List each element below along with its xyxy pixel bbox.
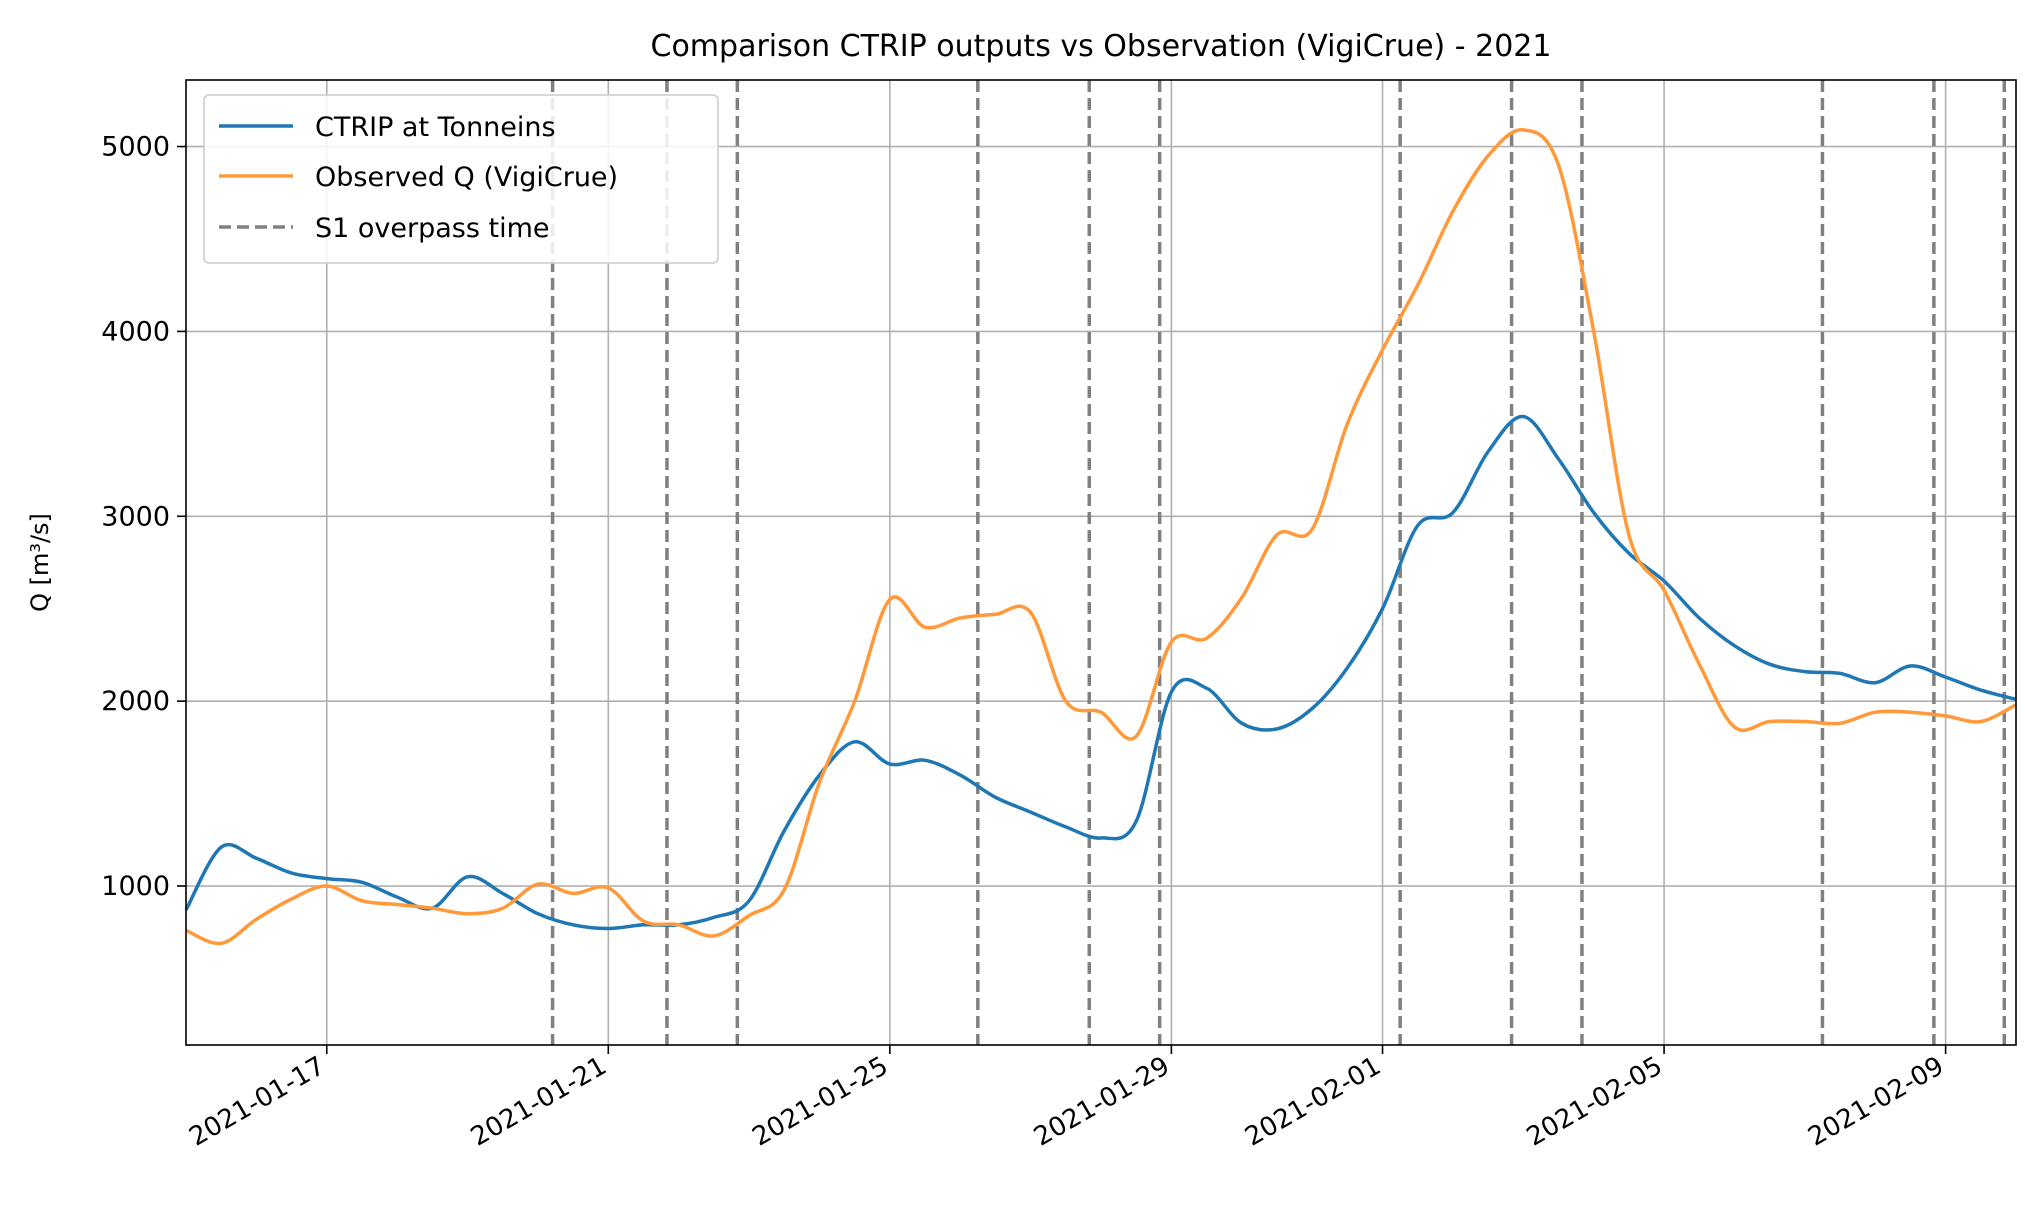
x-tick-label: 2021-02-01 — [1240, 1051, 1386, 1153]
x-tick-label: 2021-02-09 — [1803, 1051, 1949, 1153]
series-line-observed — [185, 128, 2017, 946]
chart-title: Comparison CTRIP outputs vs Observation … — [651, 29, 1552, 64]
y-axis-label: Q [m³/s] — [26, 513, 54, 612]
legend-label-overpass: S1 overpass time — [315, 213, 550, 244]
plot-frame — [185, 79, 2017, 1046]
y-tick-label: 5000 — [101, 132, 170, 163]
y-tick-label: 3000 — [101, 501, 170, 532]
y-tick-label: 1000 — [101, 871, 170, 902]
legend-label-ctrip: CTRIP at Tonneins — [315, 112, 556, 143]
legend: CTRIP at Tonneins Observed Q (VigiCrue) … — [203, 94, 719, 264]
x-tick-label: 2021-01-21 — [466, 1051, 612, 1153]
legend-box — [203, 94, 719, 264]
y-axis: 1000 2000 3000 4000 5000 — [101, 132, 186, 902]
x-tick-label: 2021-01-17 — [184, 1051, 330, 1153]
legend-label-observed: Observed Q (VigiCrue) — [315, 162, 618, 193]
x-tick-label: 2021-01-25 — [747, 1051, 893, 1153]
y-tick-label: 4000 — [101, 316, 170, 347]
overpass-lines-layer — [550, 80, 2007, 1045]
y-tick-label: 2000 — [101, 686, 170, 717]
x-tick-label: 2021-02-05 — [1522, 1051, 1668, 1153]
series-line-ctrip — [184, 414, 2017, 931]
series-layer — [184, 128, 2017, 946]
x-tick-label: 2021-01-29 — [1029, 1051, 1175, 1153]
x-axis: 2021-01-17 2021-01-21 2021-01-25 2021-01-29… — [184, 1045, 1949, 1153]
